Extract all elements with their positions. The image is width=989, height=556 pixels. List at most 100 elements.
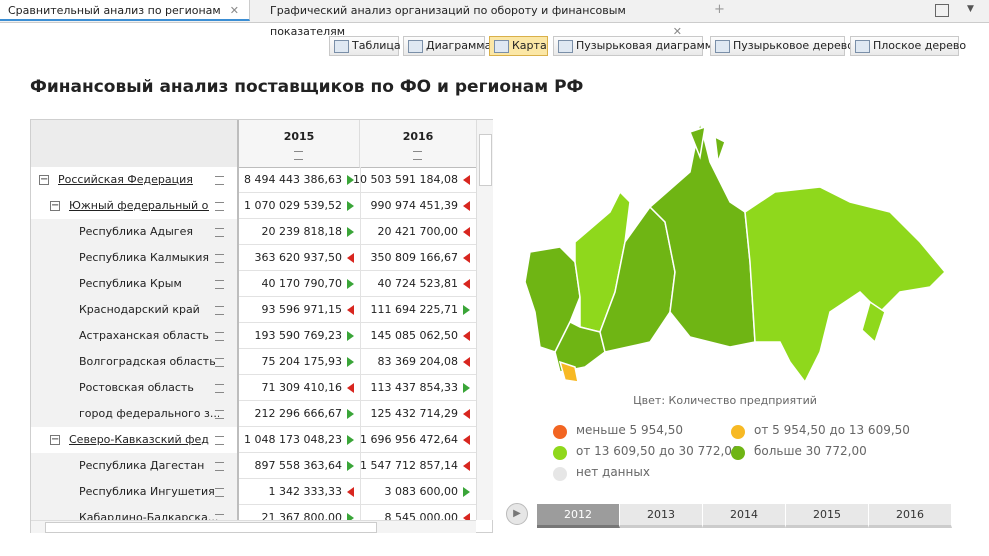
- row-filter[interactable]: [215, 280, 224, 289]
- region[interactable]: [744, 186, 947, 384]
- value-cell: 1 048 173 048,23: [239, 427, 361, 453]
- play-button[interactable]: ▶: [506, 503, 528, 525]
- row-header: Краснодарский край: [31, 297, 239, 323]
- table-row[interactable]: Астраханская область 193 590 769,23 145 08…: [31, 323, 476, 349]
- table-row[interactable]: Республика Крым 40 170 790,70 40 724 523,8…: [31, 271, 476, 297]
- row-label: Кабардино-Балкарска...: [79, 511, 219, 520]
- new-tab[interactable]: +: [714, 2, 725, 17]
- value-cell: 193 590 769,23: [239, 323, 361, 349]
- row-filter[interactable]: [215, 514, 224, 520]
- value-cell: 8 494 443 386,63: [239, 167, 361, 193]
- row-label: Республика Калмыкия: [79, 251, 209, 264]
- value: 21 367 800,00: [261, 511, 342, 520]
- table-row[interactable]: − Российская Федерация 8 494 443 386,63 10 …: [31, 167, 476, 193]
- row-header: Республика Адыгея: [31, 219, 239, 245]
- value: 1 342 333,33: [268, 485, 342, 498]
- row-header: Республика Дагестан: [31, 453, 239, 479]
- timeline-year[interactable]: 2014: [703, 504, 786, 528]
- table-row[interactable]: Волгоградская область 75 204 175,93 83 369…: [31, 349, 476, 375]
- row-filter[interactable]: [215, 358, 224, 367]
- tab[interactable]: Сравнительный анализ по регионам ✕: [0, 0, 250, 21]
- value-cell: 1 342 333,33: [239, 479, 361, 505]
- row-header: Волгоградская область: [31, 349, 239, 375]
- table-row[interactable]: Краснодарский край 93 596 971,15 111 694 2…: [31, 297, 476, 323]
- column-header[interactable]: 2015: [239, 120, 360, 168]
- row-filter[interactable]: [215, 384, 224, 393]
- legend-label: от 5 954,50 до 13 609,50: [754, 423, 910, 437]
- legend-label: меньше 5 954,50: [576, 423, 683, 437]
- table-row[interactable]: Республика Адыгея 20 239 818,18 20 421 700…: [31, 219, 476, 245]
- row-filter[interactable]: [215, 488, 224, 497]
- v-scrollbar[interactable]: [476, 120, 493, 520]
- value-cell: 1 547 712 857,14: [360, 453, 476, 479]
- region[interactable]: [861, 300, 886, 344]
- row-filter[interactable]: [215, 228, 224, 237]
- value: 990 974 451,39: [370, 199, 458, 212]
- value: 71 309 410,16: [261, 381, 342, 394]
- table-row[interactable]: − Северо-Кавказский фед... 1 048 173 048,2…: [31, 427, 476, 453]
- toolbar-button[interactable]: Плоское дерево: [850, 36, 966, 56]
- table-row[interactable]: Республика Калмыкия 363 620 937,50 350 809…: [31, 245, 476, 271]
- table-row[interactable]: Республика Ингушетия 1 342 333,33 3 083 60…: [31, 479, 476, 505]
- value-cell: 111 694 225,71: [360, 297, 476, 323]
- table: 2015 2016 − Российская Федерация 8 494 443…: [30, 119, 493, 533]
- layout-button[interactable]: [935, 4, 949, 17]
- timeline-year[interactable]: 2012: [537, 504, 620, 528]
- value: 363 620 937,50: [254, 251, 342, 264]
- value: 111 694 225,71: [370, 303, 458, 316]
- table-row[interactable]: город федерального з... 212 296 666,67 125…: [31, 401, 476, 427]
- trend-arrow: [347, 175, 354, 185]
- timeline-year[interactable]: 2016: [869, 504, 952, 528]
- value-cell: 990 974 451,39: [360, 193, 476, 219]
- value: 193 590 769,23: [254, 329, 342, 342]
- value-cell: 363 620 937,50: [239, 245, 361, 271]
- row-filter[interactable]: [215, 410, 224, 419]
- table-row[interactable]: Республика Дагестан 897 558 363,64 1 547 7…: [31, 453, 476, 479]
- toolbar-button[interactable]: Таблица: [329, 36, 401, 56]
- table-row[interactable]: Кабардино-Балкарска... 21 367 800,00 8 545…: [31, 505, 476, 520]
- row-filter[interactable]: [215, 176, 224, 185]
- trend-arrow: [347, 227, 354, 237]
- trend-arrow: [463, 253, 470, 263]
- row-filter[interactable]: [215, 306, 224, 315]
- value-cell: 20 421 700,00: [360, 219, 476, 245]
- trend-arrow: [463, 383, 470, 393]
- value: 93 596 971,15: [261, 303, 342, 316]
- value: 125 432 714,29: [370, 407, 458, 420]
- table-row[interactable]: Ростовская область 71 309 410,16 113 437 8…: [31, 375, 476, 401]
- row-header: Ростовская область: [31, 375, 239, 401]
- row-filter[interactable]: [215, 332, 224, 341]
- h-scrollbar[interactable]: [31, 520, 476, 533]
- timeline-year[interactable]: 2013: [620, 504, 703, 528]
- legend-swatch: [553, 446, 567, 460]
- value: 83 369 204,08: [377, 355, 458, 368]
- timeline-year[interactable]: 2015: [786, 504, 869, 528]
- legend-label: от 13 609,50 до 30 772,00: [576, 444, 740, 458]
- column-header[interactable]: 2016: [360, 120, 476, 168]
- toolbar-button[interactable]: Карта: [489, 36, 548, 56]
- expand-toggle[interactable]: −: [50, 434, 60, 445]
- row-filter[interactable]: [215, 202, 224, 211]
- row-filter[interactable]: [215, 436, 224, 445]
- trend-arrow: [463, 435, 470, 445]
- row-filter[interactable]: [215, 254, 224, 263]
- table-row[interactable]: − Южный федеральный о... 1 070 029 539,52 9…: [31, 193, 476, 219]
- value: 1 696 956 472,64: [360, 433, 458, 446]
- button-label: Карта: [512, 39, 547, 52]
- toolbar-button[interactable]: Диаграмма: [403, 36, 491, 56]
- menu-button[interactable]: ▼: [967, 4, 974, 14]
- tab[interactable]: Графический анализ организаций по оборот…: [270, 4, 682, 38]
- row-label: Волгоградская область: [79, 355, 216, 368]
- value: 20 239 818,18: [261, 225, 342, 238]
- expand-toggle[interactable]: −: [50, 200, 60, 211]
- button-label: Пузырьковое дерево: [733, 39, 854, 52]
- button-label: Диаграмма: [426, 39, 492, 52]
- toolbar-button[interactable]: Пузырьковое дерево: [710, 36, 854, 56]
- value-cell: 21 367 800,00: [239, 505, 361, 520]
- expand-toggle[interactable]: −: [39, 174, 49, 185]
- row-header: − Северо-Кавказский фед...: [31, 427, 239, 453]
- value-cell: 113 437 854,33: [360, 375, 476, 401]
- row-filter[interactable]: [215, 462, 224, 471]
- toolbar-button[interactable]: Пузырьковая диаграмма: [553, 36, 720, 56]
- region[interactable]: [558, 360, 579, 383]
